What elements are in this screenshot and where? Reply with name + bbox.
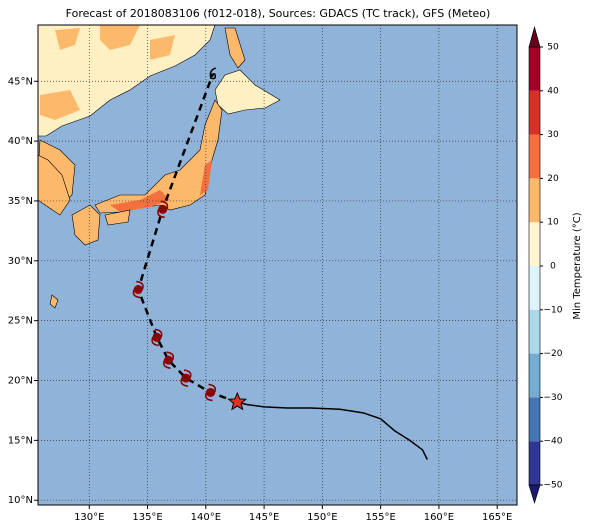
cyclone-marker (205, 387, 215, 397)
cyclone-arms (151, 328, 163, 347)
y-tick-label: 45°N (8, 76, 33, 87)
x-tick-label: 155°E (365, 512, 395, 523)
cyclone-arms (162, 351, 175, 369)
x-tick-label: 145°E (249, 512, 279, 523)
cyclone-arms (180, 369, 192, 387)
colorbar-band (529, 441, 540, 485)
forecast-track (136, 73, 238, 404)
colorbar-tick-label: −40 (544, 437, 563, 447)
x-tick-label: 165°E (482, 512, 512, 523)
sakhalin (224, 27, 246, 69)
chart-title: Forecast of 2018083106 (f012-018), Sourc… (66, 7, 491, 20)
colorbar-tick-label: 0 (550, 262, 556, 272)
colorbar-tick-label: −20 (544, 349, 563, 359)
cyclone-arms (157, 200, 169, 219)
colorbar-band (529, 47, 540, 91)
y-tick-label: 30°N (8, 256, 33, 267)
y-tick-label: 25°N (8, 316, 33, 327)
colorbar-band (529, 353, 540, 398)
colorbar-tick-label: 10 (547, 218, 559, 228)
ocean (38, 25, 517, 505)
colorbar-tick-label: −30 (544, 393, 563, 403)
colorbar-tick-label: 30 (547, 130, 559, 140)
colorbar-band (529, 178, 540, 223)
cyclone-marker (181, 373, 191, 383)
x-tick-label: 135°E (132, 512, 162, 523)
track-start-star (227, 391, 248, 411)
colorbar-band (529, 134, 540, 179)
colorbar-band (529, 309, 540, 354)
y-tick-label: 10°N (8, 495, 33, 506)
mainland (37, 24, 216, 137)
colorbar-label: Min Temperature (°C) (572, 212, 583, 319)
land-warm (40, 25, 175, 120)
cyclone-arms (132, 280, 144, 299)
colorbar-tick-label: 50 (547, 43, 559, 53)
x-tick-label: 160°E (424, 512, 454, 523)
x-tick-label: 130°E (74, 512, 104, 523)
x-tick-label: 150°E (307, 512, 337, 523)
colorbar-band (529, 222, 540, 266)
colorbar-under (528, 484, 541, 505)
x-tick-label: 140°E (191, 512, 221, 523)
cyclone-symbol (209, 67, 217, 80)
colorbar-tick-label: −10 (544, 305, 563, 315)
colorbar-tick-label: −50 (544, 481, 563, 491)
shandong (37, 154, 71, 216)
colorbar-band (529, 90, 540, 135)
y-tick-label: 35°N (8, 196, 33, 207)
colorbar-tick-label: 20 (547, 174, 559, 184)
taiwan (49, 294, 59, 309)
colorbar-band (529, 397, 540, 442)
y-tick-label: 15°N (8, 435, 33, 446)
colorbar-band (529, 266, 540, 310)
map-area (37, 24, 517, 505)
map-frame (37, 24, 518, 506)
cyclone-marker (152, 332, 162, 342)
colorbar-over (528, 25, 541, 48)
cyclone-marker (133, 285, 143, 295)
y-tick-label: 20°N (8, 376, 33, 387)
observed-track (237, 401, 428, 460)
cyclone-marker (164, 355, 174, 365)
kyushu (71, 204, 101, 246)
y-tick-label: 40°N (8, 136, 33, 147)
colorbar-tick-label: 40 (547, 86, 559, 96)
cyclone-arms (204, 383, 217, 402)
shikoku (104, 209, 131, 226)
cyclone-marker (158, 204, 168, 214)
